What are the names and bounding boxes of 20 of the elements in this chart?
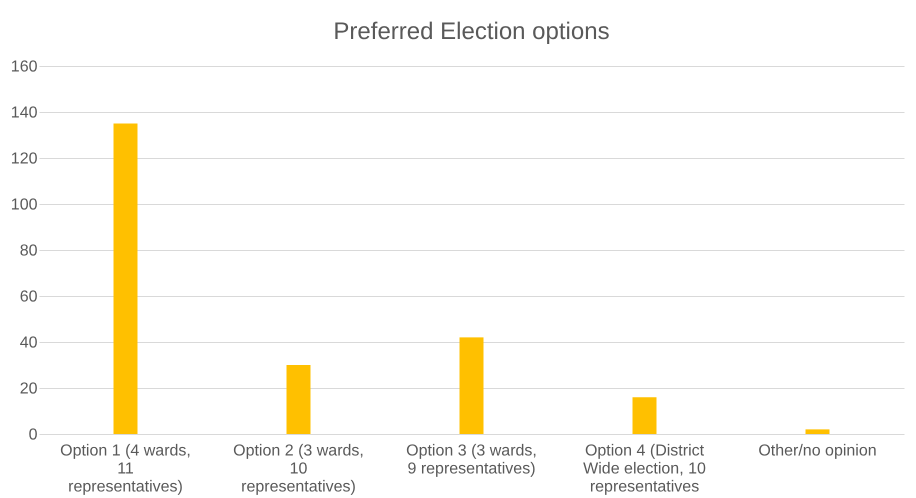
y-tick-label: 0 [28, 426, 38, 444]
chart-title: Preferred Election options [333, 18, 610, 45]
y-tick-label: 20 [20, 380, 38, 398]
y-tick-label: 80 [20, 242, 38, 260]
y-tick-label: 160 [10, 58, 38, 76]
x-tick-label: Option 2 (3 wards, 10 representatives) [233, 442, 364, 496]
x-tick-label: Other/no opinion [758, 442, 877, 460]
bar [632, 397, 656, 434]
x-tick-label: Option 1 (4 wards, 11 representatives) [60, 442, 191, 496]
bar [114, 124, 138, 434]
x-tick-label: Option 4 (District Wide election, 10 representatives [583, 442, 706, 496]
bar [806, 429, 830, 434]
y-tick-label: 60 [20, 288, 38, 306]
bar [460, 337, 484, 434]
y-tick-label: 100 [10, 196, 38, 214]
y-tick-label: 120 [10, 150, 38, 168]
y-tick-label: 40 [20, 334, 38, 352]
y-tick-label: 140 [10, 104, 38, 122]
bar [286, 365, 310, 434]
x-tick-label: Option 3 (3 wards, 9 representatives) [406, 442, 537, 478]
